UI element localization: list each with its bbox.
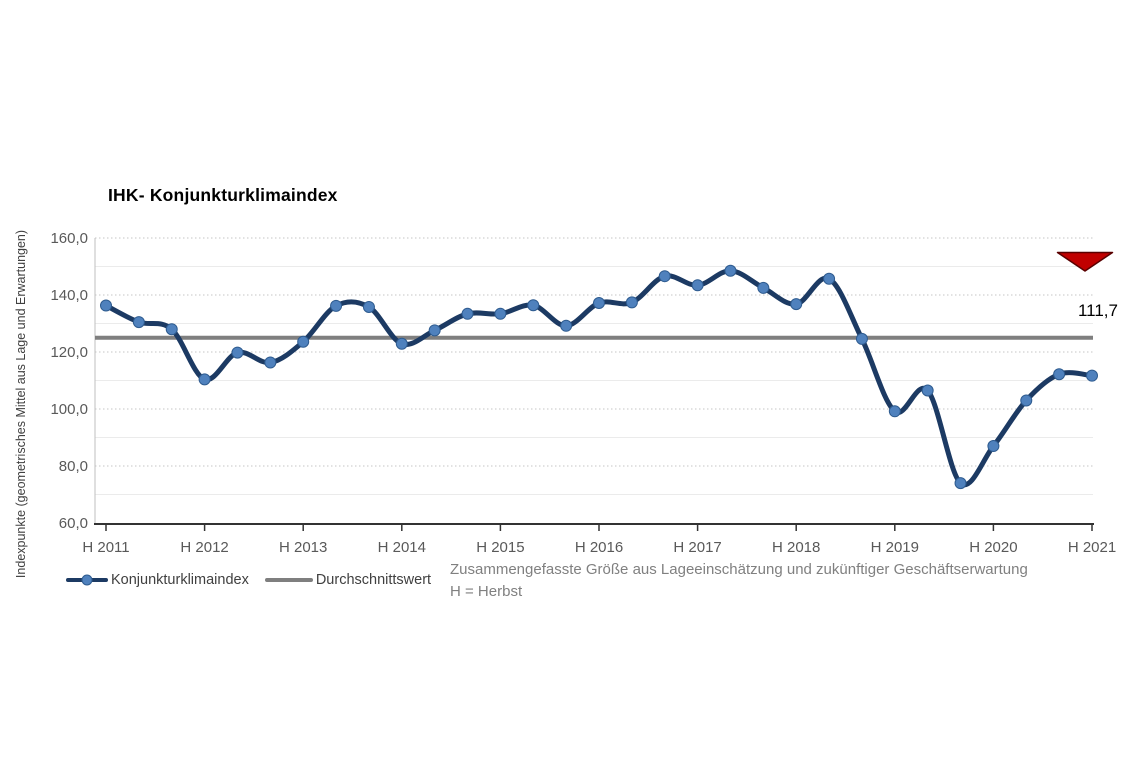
chart-title: IHK- Konjunkturklimaindex xyxy=(108,185,338,205)
data-point-marker xyxy=(823,272,836,285)
data-point-marker xyxy=(560,319,573,332)
x-tick-label: H 2014 xyxy=(378,539,426,556)
footnote-line2: H = Herbst xyxy=(450,583,523,600)
data-point-marker xyxy=(231,346,244,359)
red-down-arrow-icon xyxy=(1056,251,1114,272)
y-tick-label: 60,0 xyxy=(59,515,88,532)
latest-value-label: 111,7 xyxy=(1077,301,1118,320)
data-point-marker xyxy=(1053,368,1066,381)
x-tick-label: H 2011 xyxy=(82,539,129,556)
data-point-marker xyxy=(461,307,474,320)
x-tick-label: H 2019 xyxy=(871,539,919,556)
legend-gray-line-sample-icon xyxy=(264,578,313,582)
data-point-marker xyxy=(1020,394,1033,407)
data-point-marker xyxy=(987,440,1000,453)
x-tick-label: H 2017 xyxy=(673,539,721,556)
data-point-marker xyxy=(1086,369,1098,382)
data-point-marker xyxy=(593,296,605,309)
legend-label-durchschnittswert: Durchschnittswert xyxy=(315,572,432,588)
data-point-marker xyxy=(198,373,211,386)
x-tick-label: H 2018 xyxy=(772,539,820,556)
legend-label-konjunkturklimaindex: Konjunkturklimaindex xyxy=(111,572,249,588)
data-point-marker xyxy=(625,296,638,309)
data-point-marker xyxy=(757,281,770,294)
footnote-line1: Zusammengefasste Größe aus Lageeinschätz… xyxy=(450,561,1028,578)
y-tick-label: 140,0 xyxy=(50,287,88,304)
legend-line-marker-sample-icon xyxy=(66,574,108,586)
legend-marker-dot-icon xyxy=(81,574,93,586)
data-point-marker xyxy=(527,299,540,312)
data-point-marker xyxy=(658,270,671,283)
legend-item-konjunkturklimaindex: Konjunkturklimaindex xyxy=(66,572,249,588)
data-point-marker xyxy=(790,298,803,311)
data-point-marker xyxy=(395,337,408,350)
data-point-marker xyxy=(297,335,310,348)
x-tick-label: H 2020 xyxy=(969,539,1017,556)
legend-item-durchschnittswert: Durchschnittswert xyxy=(264,572,432,588)
data-point-marker xyxy=(428,324,441,337)
x-tick-label: H 2021 xyxy=(1068,539,1116,556)
data-point-marker xyxy=(954,477,967,490)
data-point-marker xyxy=(691,279,704,292)
y-axis-title: Indexpunkte (geometrisches Mittel aus La… xyxy=(14,229,28,579)
x-tick-label: H 2013 xyxy=(279,539,327,556)
x-tick-label: H 2012 xyxy=(180,539,228,556)
y-tick-label: 80,0 xyxy=(59,458,88,475)
data-point-marker xyxy=(494,307,507,320)
data-point-marker xyxy=(100,299,112,312)
y-tick-label: 160,0 xyxy=(50,230,88,247)
x-tick-label: H 2015 xyxy=(476,539,524,556)
legend: Konjunkturklimaindex Durchschnittswert xyxy=(66,572,431,588)
y-tick-label: 120,0 xyxy=(50,344,88,361)
data-point-marker xyxy=(165,323,178,336)
red-down-arrow-shape xyxy=(1056,251,1114,272)
data-point-marker xyxy=(330,299,343,312)
data-point-marker xyxy=(888,405,901,418)
data-point-marker xyxy=(724,264,737,277)
data-point-marker xyxy=(132,316,145,329)
y-tick-label: 100,0 xyxy=(50,401,88,418)
data-point-marker xyxy=(855,332,868,345)
data-point-marker xyxy=(921,384,934,397)
data-point-marker xyxy=(362,300,375,313)
data-point-marker xyxy=(264,356,277,369)
footnote: Zusammengefasste Größe aus Lageeinschätz… xyxy=(450,559,1028,603)
x-tick-label: H 2016 xyxy=(575,539,623,556)
